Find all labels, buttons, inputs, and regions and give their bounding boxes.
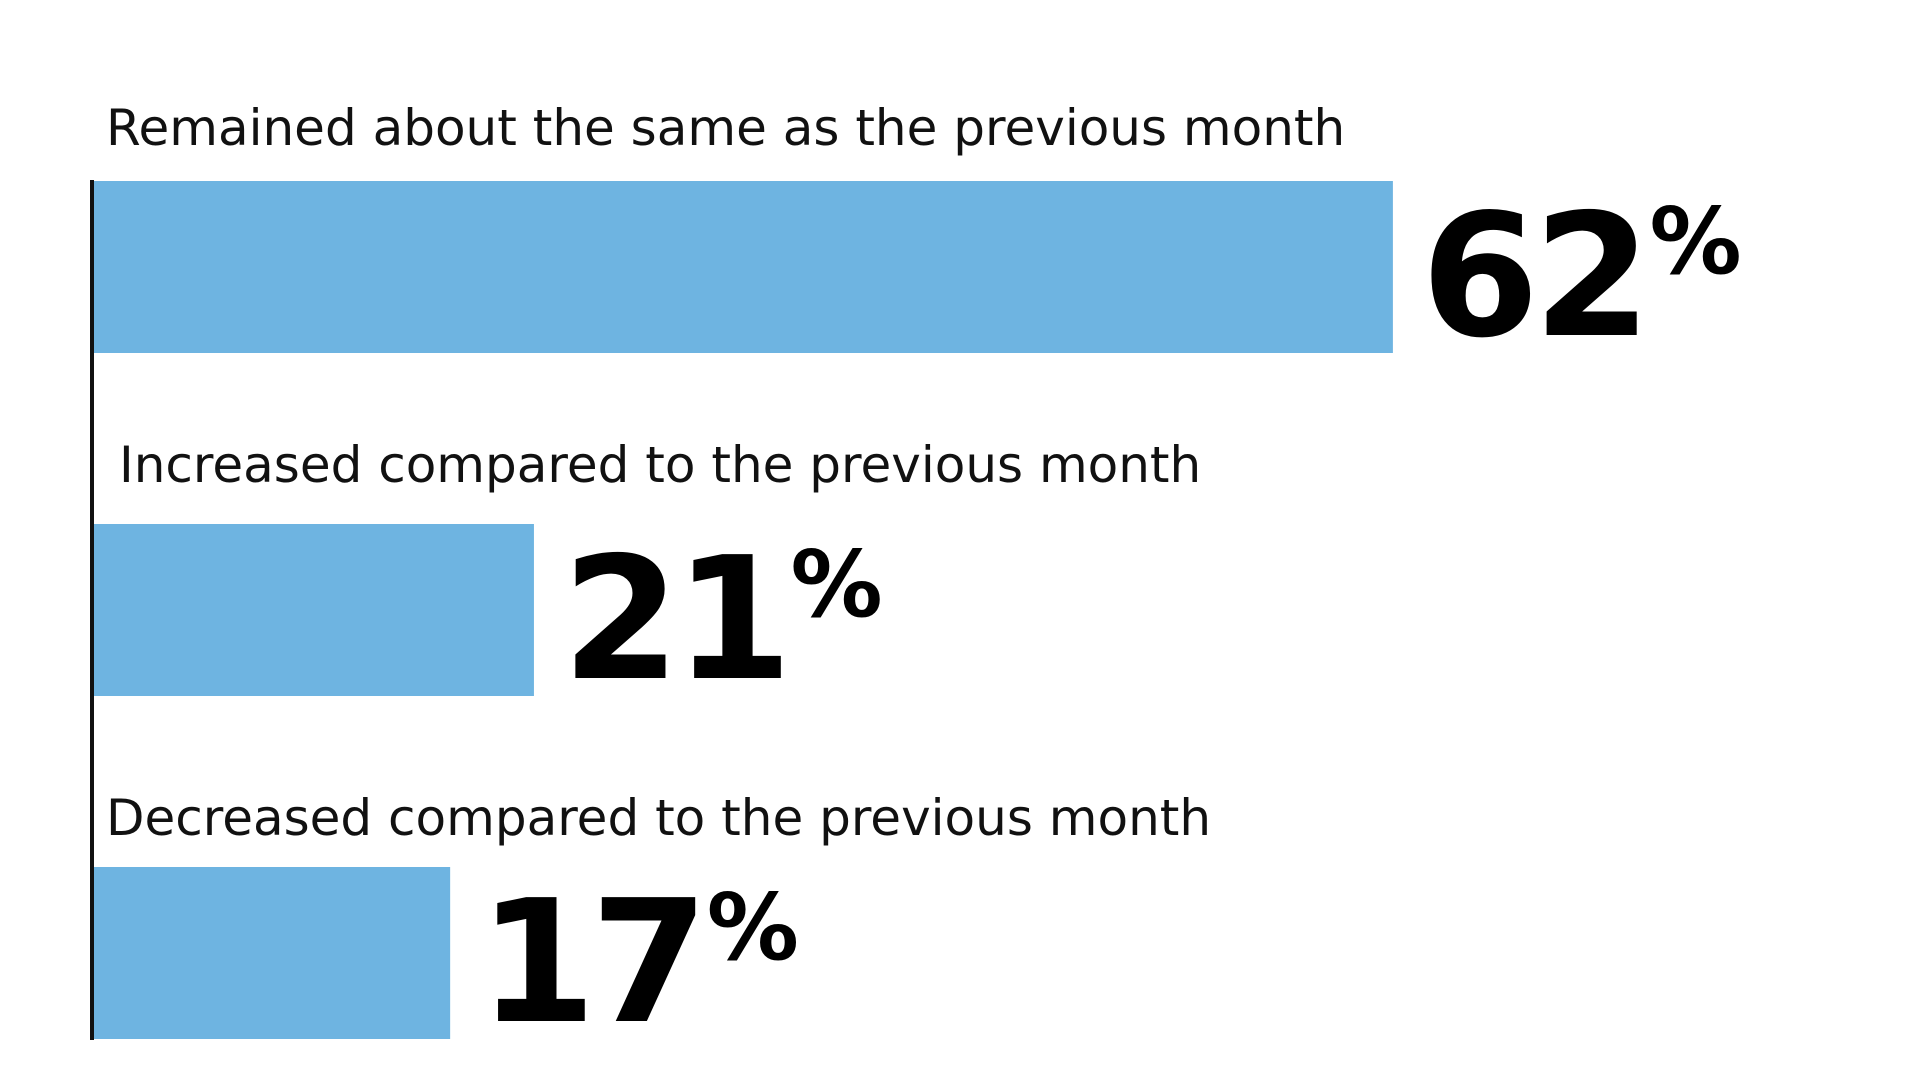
data-label-value: 21 [562, 521, 787, 719]
data-label-value: 17 [478, 864, 703, 1062]
data-label: 17% [478, 864, 799, 1062]
category-label: Decreased compared to the previous month [106, 789, 1211, 847]
data-label: 62% [1421, 178, 1742, 376]
bar [94, 181, 1393, 353]
bars-layer: Remained about the same as the previous … [94, 99, 1742, 1062]
bar [94, 867, 451, 1039]
bar [94, 524, 534, 696]
data-label: 21% [562, 521, 883, 719]
data-label-value: 62 [1421, 178, 1646, 376]
data-label-unit: % [707, 874, 799, 981]
category-label: Increased compared to the previous month [119, 436, 1201, 494]
data-label-unit: % [791, 531, 883, 638]
data-label-unit: % [1649, 188, 1741, 295]
category-label: Remained about the same as the previous … [106, 99, 1345, 157]
